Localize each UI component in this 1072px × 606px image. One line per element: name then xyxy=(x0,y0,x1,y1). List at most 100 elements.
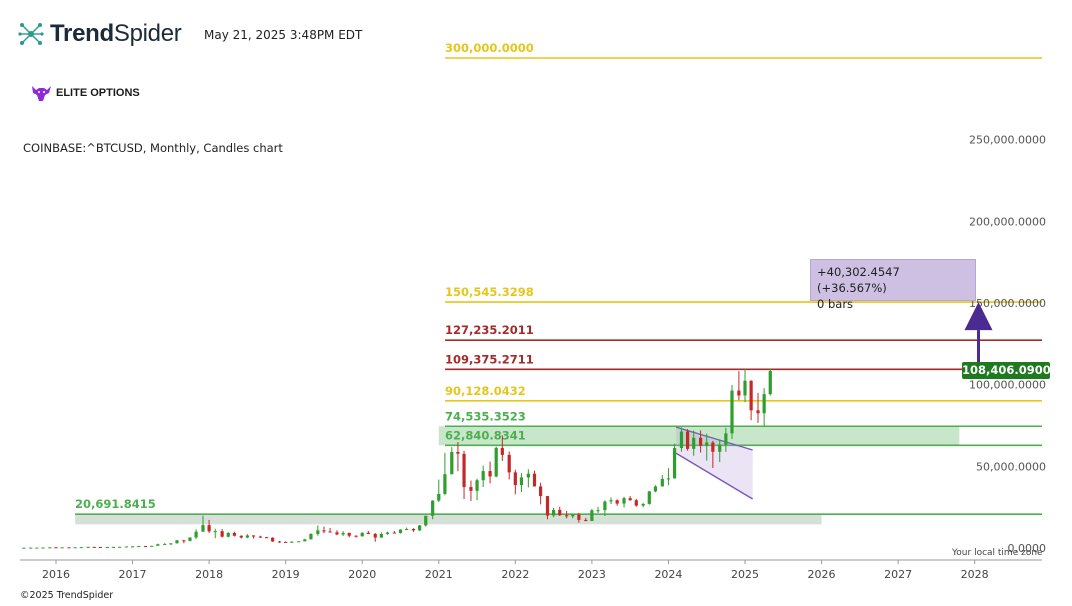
candle-body xyxy=(245,535,249,538)
candle-body xyxy=(768,370,772,395)
candle-94 xyxy=(622,496,626,508)
candle-27 xyxy=(194,529,198,540)
candle-body xyxy=(494,447,498,477)
candle-16 xyxy=(124,546,129,548)
candle-8 xyxy=(73,547,77,549)
candle-body xyxy=(666,478,671,480)
candle-body xyxy=(743,380,747,396)
candle-body xyxy=(488,471,492,477)
timezone-note: Your local time zone xyxy=(952,548,1043,558)
candle-body xyxy=(443,474,447,494)
candle-body xyxy=(634,500,638,506)
measure-arrow xyxy=(964,302,993,371)
elite-options-logo: ELITE OPTIONS xyxy=(30,84,140,102)
candle-body xyxy=(239,535,243,538)
candle-body xyxy=(92,546,96,548)
candle-body xyxy=(271,537,275,542)
candle-body xyxy=(379,533,383,538)
candle-body xyxy=(571,514,575,517)
candle-9 xyxy=(79,547,83,549)
candle-86 xyxy=(571,513,575,519)
candle-115 xyxy=(756,392,760,423)
candle-43 xyxy=(297,541,301,543)
candle-body xyxy=(322,530,326,532)
candle-84 xyxy=(558,506,562,516)
candles xyxy=(22,368,772,549)
candle-117 xyxy=(768,368,772,396)
candle-body xyxy=(226,532,230,537)
candle-79 xyxy=(526,469,530,488)
bull-head-icon xyxy=(32,86,51,101)
candle-44 xyxy=(303,538,307,542)
candle-14 xyxy=(111,546,116,548)
candle-body xyxy=(724,433,728,445)
zone-1 xyxy=(75,514,822,525)
candle-body xyxy=(354,535,358,537)
candle-body xyxy=(653,486,658,492)
candle-body xyxy=(507,454,511,473)
candle-body xyxy=(584,519,588,521)
candle-80 xyxy=(532,470,537,487)
x-tick-label-2020: 2020 xyxy=(348,568,376,581)
candle-body xyxy=(628,498,632,501)
candle-28 xyxy=(201,515,205,532)
candle-body xyxy=(335,532,339,535)
candle-body xyxy=(685,431,690,449)
candle-61 xyxy=(411,528,416,532)
candle-49 xyxy=(335,530,339,536)
candle-103 xyxy=(679,427,684,452)
candle-4 xyxy=(48,547,52,549)
candle-body xyxy=(552,509,556,516)
candle-body xyxy=(60,547,64,549)
candle-body xyxy=(481,471,485,481)
chart-symbol-title: COINBASE:^BTCUSD, Monthly, Candles chart xyxy=(23,141,283,155)
candle-59 xyxy=(398,529,403,534)
candle-body xyxy=(475,480,479,491)
candle-body xyxy=(456,451,460,454)
candle-body xyxy=(737,390,741,396)
candle-39 xyxy=(271,537,275,542)
candle-20 xyxy=(150,545,154,547)
level-label-150545: 150,545.3298 xyxy=(445,285,534,299)
candle-40 xyxy=(277,540,282,543)
candle-62 xyxy=(418,524,422,532)
candle-58 xyxy=(392,531,396,534)
x-tick-label-2028: 2028 xyxy=(961,568,989,581)
candle-75 xyxy=(500,435,504,461)
candle-45 xyxy=(309,533,313,540)
candle-77 xyxy=(513,469,517,495)
candle-67 xyxy=(450,447,454,475)
candle-38 xyxy=(264,536,269,539)
candle-93 xyxy=(615,499,619,506)
candle-78 xyxy=(519,473,524,492)
candle-body xyxy=(603,501,607,511)
candle-body xyxy=(347,532,351,536)
candle-114 xyxy=(749,380,753,421)
candle-26 xyxy=(188,537,192,542)
candle-body xyxy=(264,537,269,539)
candle-body xyxy=(297,541,301,543)
candle-body xyxy=(672,448,677,479)
candle-body xyxy=(462,453,466,488)
candle-57 xyxy=(385,531,390,535)
candle-106 xyxy=(698,430,703,453)
candle-36 xyxy=(251,535,256,539)
channel-lower-line xyxy=(675,452,754,500)
candle-23 xyxy=(169,543,173,546)
candle-22 xyxy=(163,543,167,545)
candle-11 xyxy=(92,546,96,548)
candle-body xyxy=(67,547,71,549)
x-tick-label-2026: 2026 xyxy=(808,568,836,581)
candle-91 xyxy=(603,500,607,516)
x-tick-label-2021: 2021 xyxy=(425,568,453,581)
candle-68 xyxy=(456,441,460,472)
candle-body xyxy=(175,540,179,544)
candle-98 xyxy=(647,490,651,505)
y-tick-label-150000: 150,000.0000 xyxy=(969,297,1046,310)
candle-body xyxy=(124,546,129,548)
candle-101 xyxy=(666,468,671,486)
candle-body xyxy=(411,528,416,531)
candle-47 xyxy=(322,526,326,534)
candle-6 xyxy=(60,547,64,549)
